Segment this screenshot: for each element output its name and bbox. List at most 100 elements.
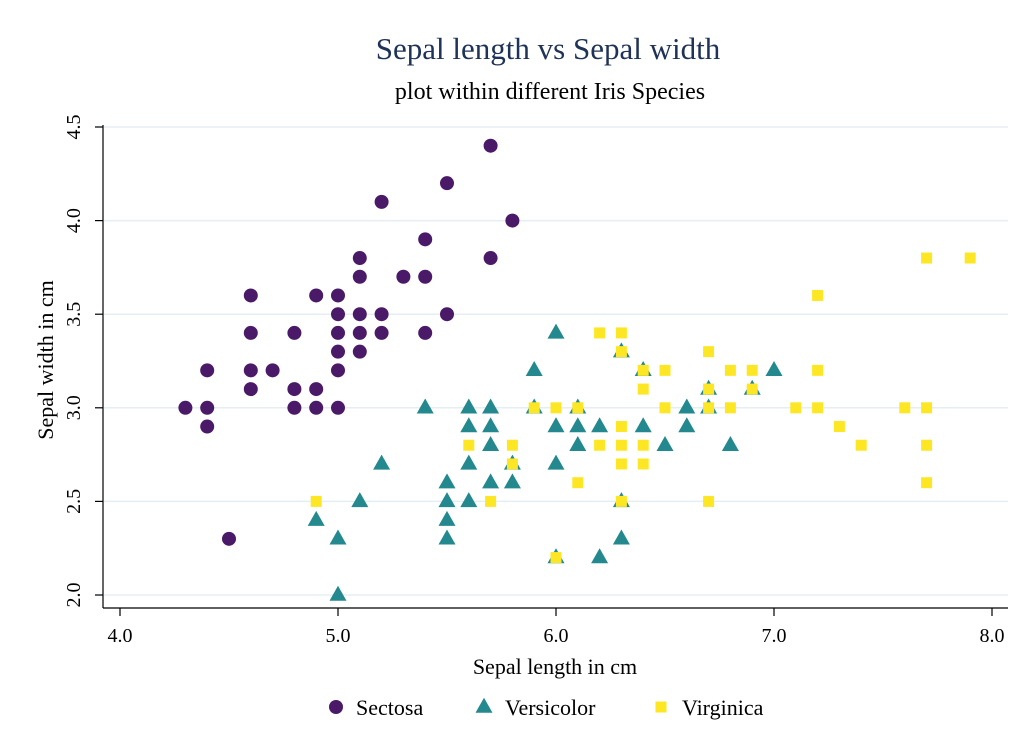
versicolor-point-8: [438, 510, 456, 526]
versicolor-point-36: [656, 435, 674, 451]
versicolor-point-41: [721, 435, 739, 451]
virginica-point-26: [703, 402, 715, 414]
x-tick-label-2: 6.0: [544, 625, 569, 647]
sectosa-point-35: [440, 307, 454, 322]
versicolor-point-15: [482, 417, 500, 433]
y-tick-label-5: 4.5: [63, 115, 85, 140]
sectosa-point-20: [331, 363, 345, 378]
sectosa-point-5: [243, 288, 258, 303]
virginica-point-18: [637, 364, 649, 376]
sectosa-point-1: [200, 363, 215, 378]
versicolor-point-38: [678, 417, 696, 433]
virginica-point-17: [615, 495, 627, 507]
sectosa-point-6: [243, 325, 258, 340]
versicolor-point-12: [460, 454, 478, 470]
sectosa-point-17: [331, 307, 345, 322]
chart-subtitle: plot within different Iris Species: [395, 79, 705, 105]
y-axis-ticks: 2.0 2.5 3.0 3.5 4.0 4.5: [63, 115, 103, 608]
x-tick-label-4: 8.0: [980, 625, 1005, 647]
virginica-point-28: [724, 364, 736, 376]
sectosa-point-4: [222, 531, 236, 546]
sectosa-point-12: [287, 400, 302, 415]
virginica-point-8: [572, 402, 584, 414]
versicolor-point-22: [547, 323, 565, 339]
sectosa-point-32: [418, 269, 433, 284]
sectosa-point-25: [352, 325, 367, 340]
legend-marker-versicolor: [475, 697, 493, 713]
series-versicolor: [307, 323, 783, 601]
virginica-point-30: [746, 364, 758, 376]
legend-label-sectosa: Sectosa: [356, 695, 423, 720]
sectosa-point-19: [331, 344, 345, 359]
x-tick-label-1: 5.0: [326, 625, 351, 647]
sectosa-point-26: [352, 344, 367, 359]
virginica-point-13: [615, 346, 627, 358]
virginica-point-37: [855, 439, 867, 451]
versicolor-point-6: [438, 473, 456, 489]
virginica-point-33: [812, 289, 824, 301]
y-tick-label-1: 2.5: [63, 489, 85, 514]
axes: [102, 125, 1008, 609]
y-tick-label-3: 3.5: [63, 302, 85, 327]
virginica-point-21: [637, 458, 649, 470]
virginica-point-14: [615, 421, 627, 433]
sectosa-point-36: [483, 138, 498, 153]
sectosa-point-27: [374, 194, 389, 209]
virginica-point-10: [594, 327, 606, 339]
versicolor-point-17: [482, 473, 500, 489]
virginica-point-43: [964, 252, 976, 264]
sectosa-point-31: [418, 232, 433, 247]
versicolor-point-16: [482, 435, 500, 451]
versicolor-point-7: [438, 492, 456, 508]
y-tick-label-0: 2.0: [63, 583, 85, 608]
x-axis-title: Sepal length in cm: [473, 654, 637, 679]
virginica-point-31: [746, 383, 758, 395]
versicolor-point-28: [569, 435, 587, 451]
virginica-point-42: [921, 477, 933, 489]
virginica-point-23: [659, 402, 671, 414]
sectosa-point-18: [331, 325, 345, 340]
legend-item-versicolor: Versicolor: [475, 695, 596, 720]
virginica-point-29: [724, 402, 736, 414]
versicolor-point-11: [460, 417, 478, 433]
chart-title: Sepal length vs Sepal width: [376, 31, 721, 66]
sectosa-point-16: [331, 288, 345, 303]
virginica-point-1: [463, 439, 475, 451]
sectosa-point-3: [200, 419, 215, 434]
sectosa-point-9: [265, 363, 280, 378]
sectosa-point-15: [309, 400, 324, 415]
versicolor-point-10: [460, 398, 478, 414]
sectosa-point-33: [418, 325, 433, 340]
sectosa-point-34: [440, 176, 454, 191]
sectosa-point-28: [374, 307, 389, 322]
sectosa-point-13: [309, 288, 324, 303]
versicolor-point-3: [351, 492, 369, 508]
series-virginica: [310, 252, 976, 564]
versicolor-point-29: [591, 417, 609, 433]
legend-marker-virginica: [655, 701, 667, 713]
versicolor-point-5: [416, 398, 434, 414]
sectosa-point-7: [243, 363, 258, 378]
legend: Sectosa Versicolor Virginica: [329, 695, 764, 720]
versicolor-point-0: [307, 510, 325, 526]
gridlines: [104, 126, 1008, 596]
virginica-point-32: [790, 402, 802, 414]
virginica-point-6: [550, 402, 562, 414]
virginica-point-0: [310, 495, 322, 507]
versicolor-point-19: [503, 473, 521, 489]
sectosa-point-37: [483, 251, 498, 266]
versicolor-point-4: [373, 454, 391, 470]
y-tick-label-2: 3.0: [63, 395, 85, 420]
y-tick-label-4: 4.0: [63, 208, 85, 233]
versicolor-point-1: [329, 529, 347, 545]
virginica-point-9: [572, 477, 584, 489]
sectosa-point-0: [178, 400, 193, 415]
virginica-point-36: [833, 421, 845, 433]
virginica-point-11: [594, 439, 606, 451]
x-tick-label-0: 4.0: [108, 625, 133, 647]
virginica-point-19: [637, 383, 649, 395]
versicolor-point-23: [547, 417, 565, 433]
virginica-point-24: [703, 346, 715, 358]
legend-marker-sectosa: [329, 700, 343, 714]
